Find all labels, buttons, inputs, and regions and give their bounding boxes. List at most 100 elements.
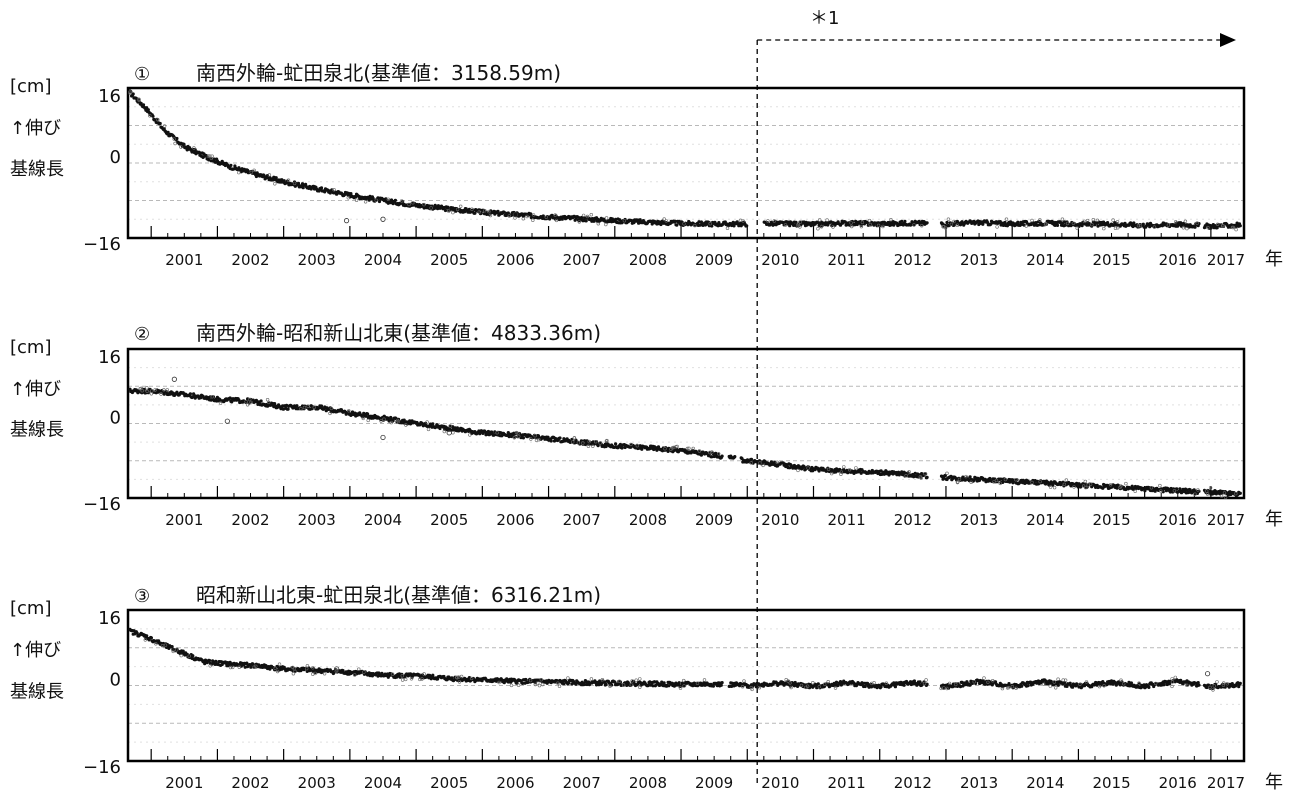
chart-number: ③ [134,586,150,607]
outlier-point [512,211,519,218]
data-point [299,407,303,411]
data-point [453,426,457,430]
data-point [1220,224,1225,228]
data-point [1130,484,1134,488]
data-point [446,205,450,209]
x-tick-label: 2013 [960,774,998,792]
data-point [913,471,917,475]
data-point [400,678,405,682]
data-point [148,114,152,118]
y-label-line1: ↑伸び [10,379,61,400]
data-point [719,683,723,687]
data-point [900,470,904,474]
data-point [834,470,838,474]
data-point [1043,221,1048,226]
data-point [486,429,490,434]
data-point [945,471,949,475]
data-point [1090,485,1094,489]
data-point [952,223,956,227]
data-point [1020,684,1024,688]
data-point [259,399,263,403]
data-point [1238,681,1242,686]
x-tick-label: 2001 [165,511,203,529]
data-point [442,429,446,434]
data-point [1080,224,1084,228]
data-point [1075,226,1079,230]
x-tick-label: 2015 [1092,251,1130,269]
data-point [1056,677,1060,681]
data-point [677,681,681,685]
data-point [329,406,334,411]
data-point [710,450,714,454]
x-tick-label: 2012 [894,251,932,269]
data-point [468,433,472,437]
data-point [282,179,286,183]
y-tick-label: 0 [110,147,121,168]
data-point [470,207,474,211]
x-unit-label: 年 [1265,249,1283,270]
data-point [1124,481,1128,486]
data-point [1048,485,1053,489]
data-point [772,219,776,223]
data-point [982,676,986,680]
plot-frame [126,608,1246,763]
data-point [1205,492,1210,496]
y-tick-label: 16 [98,86,121,107]
x-tick-label: 2012 [894,774,932,792]
data-point [581,213,586,218]
data-point [640,447,644,451]
outlier-point [171,376,177,382]
data-point [192,146,196,150]
data-point [638,677,642,681]
data-point [587,439,591,444]
data-point [212,157,216,161]
data-point [1064,478,1069,482]
data-point [816,227,820,231]
x-tick-label: 2015 [1092,511,1130,529]
data-point [604,682,608,687]
data-point [702,678,707,682]
data-point [495,431,499,435]
data-point [1138,223,1143,228]
data-point [1129,681,1133,685]
data-point [249,170,253,175]
data-point [1060,217,1065,221]
data-point [575,215,580,219]
data-point [509,683,514,688]
data-point [635,444,639,448]
data-point [149,392,154,396]
x-tick-label: 2008 [629,774,667,792]
x-tick-label: 2009 [695,251,733,269]
data-point [1158,483,1162,488]
x-tick-label: 2002 [231,511,269,529]
data-point [170,645,174,649]
data-point [1153,489,1157,493]
data-point [758,461,762,465]
data-point [150,389,154,393]
data-point [389,415,393,420]
data-point [1038,218,1042,222]
data-point [1014,478,1018,482]
y-label-line2: 基線長 [10,682,64,703]
outlier-point [343,218,350,224]
data-point [229,163,233,167]
data-point [949,222,954,227]
data-point [210,395,214,399]
x-tick-label: 2014 [1026,511,1064,529]
chart-title: 昭和新山北東-虻田泉北(基準値：6316.21m) [196,583,601,607]
data-point [191,654,195,658]
x-tick-label: 2001 [165,251,203,269]
data-point [994,478,999,483]
x-tick-label: 2008 [629,251,667,269]
data-point [1147,685,1151,690]
data-point [900,219,904,223]
chart-panel-1: ① 南西外輪-虻田泉北(基準値：3158.59m)[cm]↑伸び基線長160−16… [10,61,1283,270]
data-point [750,687,754,692]
x-tick-label: 2010 [761,774,799,792]
data-point [677,219,681,223]
data-point [720,454,724,458]
annotation-layer: ＊1 [756,8,1236,785]
x-tick-label: 2012 [894,511,932,529]
data-point [349,192,353,196]
data-point [140,389,144,393]
